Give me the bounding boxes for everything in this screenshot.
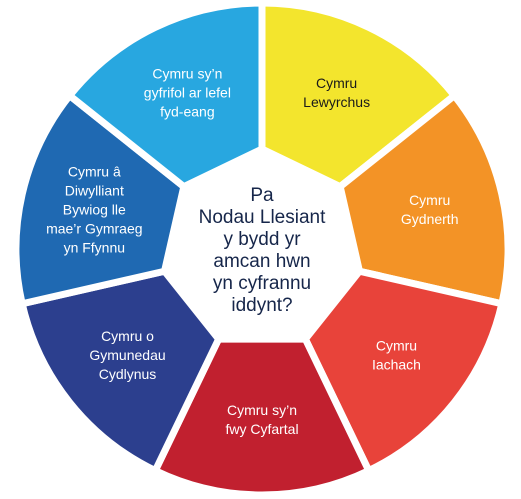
center-question: yn cyfrannu: [213, 273, 311, 294]
segment-label: gyfrifol ar lefel: [144, 85, 231, 101]
segment-label: Iachach: [372, 356, 421, 372]
segment-label: Cymru o: [101, 328, 154, 344]
center-question: Nodau Llesiant: [199, 207, 326, 228]
segment-label: Cymru: [376, 337, 417, 353]
segment-label: Cydlynus: [99, 366, 157, 382]
segment-label: yn Ffynnu: [64, 239, 125, 255]
segment: [64, 0, 266, 191]
segment-label: Cymru: [316, 75, 357, 91]
segment: [258, 0, 460, 191]
segment-label: Cymru sy’n: [227, 402, 297, 418]
segment: [17, 267, 223, 476]
center-question: iddynt?: [231, 295, 292, 316]
center-question: amcan hwn: [213, 251, 310, 272]
segment-label: Lewyrchus: [303, 94, 370, 110]
segment-label: fwy Cyfartal: [225, 421, 298, 437]
center-question: Pa: [250, 185, 274, 206]
segment-label: Gymunedau: [89, 347, 165, 363]
segment-label: Cymru: [409, 192, 450, 208]
segment-label: mae’r Gymraeg: [46, 220, 142, 236]
segment: [12, 90, 188, 308]
segment-label: Gydnerth: [401, 211, 459, 227]
segment: [336, 90, 512, 308]
segment: [301, 267, 507, 476]
segment-label: Cymru sy’n: [152, 66, 222, 82]
segment-label: Diwylliant: [65, 182, 124, 198]
segment-label: fyd-eang: [160, 104, 214, 120]
segment-label: Bywiog lle: [63, 201, 126, 217]
center-question: y bydd yr: [223, 229, 301, 250]
segment-label: Cymru â: [68, 163, 121, 179]
